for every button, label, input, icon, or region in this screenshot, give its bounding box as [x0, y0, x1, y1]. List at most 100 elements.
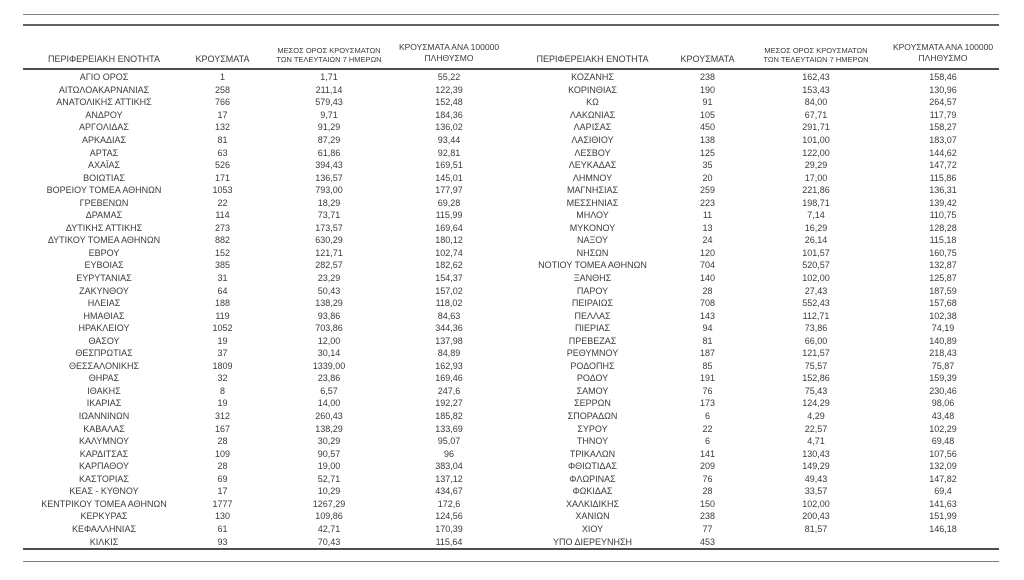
avg7-cell: 109,86 [315, 511, 343, 522]
cases-cell: 76 [702, 385, 713, 396]
avg7-cell: 1339,00 [312, 360, 346, 371]
cases-cell: 81 [702, 335, 713, 346]
header-rule [23, 68, 999, 70]
cases-cell: 450 [699, 122, 716, 133]
cases-cell: 125 [699, 147, 716, 158]
cases-cell: 130 [214, 511, 231, 522]
avg7-header-line1: ΜΕΣΟΣ ΟΡΟΣ ΚΡΟΥΣΜΑΤΩΝ [277, 46, 381, 55]
region-cell: ΗΜΑΘΙΑΣ [83, 310, 125, 321]
table-row: ΝΑΞΟΥ 24 26,14 115,18 [515, 234, 999, 247]
table-row: ΔΡΑΜΑΣ 114 73,71 115,99 [23, 209, 500, 222]
per100k-cell: 177,97 [435, 185, 463, 196]
region-cell: ΗΛΕΙΑΣ [87, 298, 121, 309]
table-row: ΚΟΖΑΝΗΣ 238 162,43 158,46 [515, 71, 999, 84]
avg7-cell: 1,71 [320, 72, 338, 83]
region-cell: ΒΟΡΕΙΟΥ ΤΟΜΕΑ ΑΘΗΝΩΝ [46, 185, 162, 196]
region-cell: ΜΕΣΣΗΝΙΑΣ [566, 197, 619, 208]
cases-cell: 708 [699, 298, 716, 309]
cases-cell: 141 [699, 448, 716, 459]
per100k-cell: 383,04 [435, 461, 463, 472]
table-row: ΣΑΜΟΥ 76 75,43 230,46 [515, 385, 999, 398]
cases-cell: 209 [699, 461, 716, 472]
table-row: ΤΗΝΟΥ 6 4,71 69,48 [515, 435, 999, 448]
table-row: ΚΑΣΤΟΡΙΑΣ 69 52,71 137,12 [23, 473, 500, 486]
per100k-cell: 434,67 [435, 486, 463, 497]
table-row: ΑΡΚΑΔΙΑΣ 81 87,29 93,44 [23, 134, 500, 147]
table-row: ΑΡΓΟΛΙΔΑΣ 132 91,29 136,02 [23, 121, 500, 134]
cases-cell: 114 [215, 210, 230, 221]
region-cell: ΛΑΣΙΘΙΟΥ [571, 135, 614, 145]
avg7-header-line2: ΤΩΝ ΤΕΛΕΥΤΑΙΩΝ 7 ΗΜΕΡΩΝ [276, 55, 382, 64]
avg7-cell: 282,57 [315, 260, 343, 271]
avg7-cell: 29,29 [804, 160, 828, 171]
region-cell: ΡΟΔΟΥ [576, 373, 609, 384]
per100k-cell: 169,51 [435, 160, 463, 171]
region-cell: ΝΟΤΙΟΥ ΤΟΜΕΑ ΑΘΗΝΩΝ [538, 260, 647, 271]
per100k-cell: 117,79 [929, 109, 957, 120]
avg7-cell: 101,00 [802, 135, 830, 145]
per100k-cell: 43,48 [931, 411, 955, 422]
per100k-cell: 172,6 [437, 498, 461, 509]
cases-cell: 273 [214, 222, 231, 233]
region-cell: ΠΡΕΒΕΖΑΣ [568, 335, 617, 346]
region-cell: ΡΟΔΟΠΗΣ [570, 360, 615, 371]
avg7-cell: 81,57 [804, 523, 828, 534]
avg7-cell: 22,57 [804, 423, 828, 434]
per100k-cell: 125,87 [929, 273, 957, 284]
cases-cell: 105 [699, 109, 716, 120]
cases-cell: 187 [699, 348, 716, 359]
per100k-cell: 169,64 [435, 222, 463, 233]
per100k-cell: 98,06 [931, 398, 955, 409]
avg7-cell: 10,29 [317, 486, 341, 497]
avg7-cell: 102,00 [802, 273, 830, 284]
cases-cell: 32 [217, 373, 228, 384]
per100k-cell: 170,39 [435, 523, 463, 534]
per100k-cell: 183,07 [929, 135, 957, 145]
region-cell: ΛΑΚΩΝΙΑΣ [569, 109, 616, 120]
per100k-cell: 118,02 [435, 298, 463, 309]
region-cell: ΙΘΑΚΗΣ [87, 385, 121, 396]
per100k-cell: 132,87 [929, 260, 957, 271]
per100k-cell: 130,96 [929, 84, 957, 95]
per100k-cell: 141,63 [929, 498, 957, 509]
avg7-header-line1: ΜΕΣΟΣ ΟΡΟΣ ΚΡΟΥΣΜΑΤΩΝ [764, 46, 868, 55]
cases-cell: 77 [702, 523, 713, 534]
cases-cell: 385 [214, 260, 231, 271]
avg7-cell: 130,43 [802, 448, 830, 459]
avg7-cell: 12,00 [317, 335, 341, 346]
region-cell: ΣΕΡΡΩΝ [574, 398, 611, 409]
table-row: ΔΥΤΙΚΗΣ ΑΤΤΙΚΗΣ 273 173,57 169,64 [23, 222, 500, 235]
region-cell: ΠΕΛΛΑΣ [574, 310, 611, 321]
cases-cell: 167 [214, 423, 231, 434]
per100k-cell: 344,36 [435, 323, 463, 334]
per100k-cell: 162,93 [435, 360, 463, 371]
per100k-cell: 180,12 [435, 235, 463, 246]
avg7-cell: 221,86 [802, 185, 830, 196]
cases-cell: 191 [699, 373, 716, 384]
avg7-cell: 6,57 [320, 385, 338, 396]
per100k-cell: 69,28 [437, 197, 461, 208]
table-row: ΑΡΤΑΣ 63 61,86 92,81 [23, 146, 500, 159]
region-cell: ΑΙΤΩΛΟΑΚΑΡΝΑΝΙΑΣ [58, 84, 150, 95]
region-cell: ΖΑΚΥΝΘΟΥ [79, 285, 129, 296]
per100k-cell: 136,31 [929, 185, 957, 196]
per100k-cell: 74,19 [931, 323, 955, 334]
region-cell: ΒΟΙΩΤΙΑΣ [83, 172, 125, 183]
avg7-cell: 26,14 [804, 235, 828, 246]
per100k-cell: 140,89 [929, 335, 957, 346]
avg7-column-header: ΜΕΣΟΣ ΟΡΟΣ ΚΡΟΥΣΜΑΤΩΝ ΤΩΝ ΤΕΛΕΥΤΑΙΩΝ 7 Η… [260, 34, 398, 67]
cases-cell: 150 [699, 498, 716, 509]
cases-cell: 19 [217, 335, 228, 346]
avg7-cell: 703,86 [315, 323, 343, 334]
avg7-cell: 73,71 [317, 210, 341, 221]
avg7-cell: 138,29 [315, 423, 343, 434]
region-cell: ΚΕΑΣ - ΚΥΘΝΟΥ [69, 486, 139, 497]
avg7-cell: 66,00 [804, 335, 828, 346]
region-cell: ΦΛΩΡΙΝΑΣ [569, 473, 616, 484]
cases-cell: 152 [214, 247, 231, 258]
avg7-cell: 121,57 [802, 348, 830, 359]
table-row: ΣΠΟΡΑΔΩΝ 6 4,29 43,48 [515, 410, 999, 423]
table-row: ΑΧΑΪΑΣ 526 394,43 169,51 [23, 159, 500, 172]
avg7-cell: 42,71 [317, 523, 341, 534]
